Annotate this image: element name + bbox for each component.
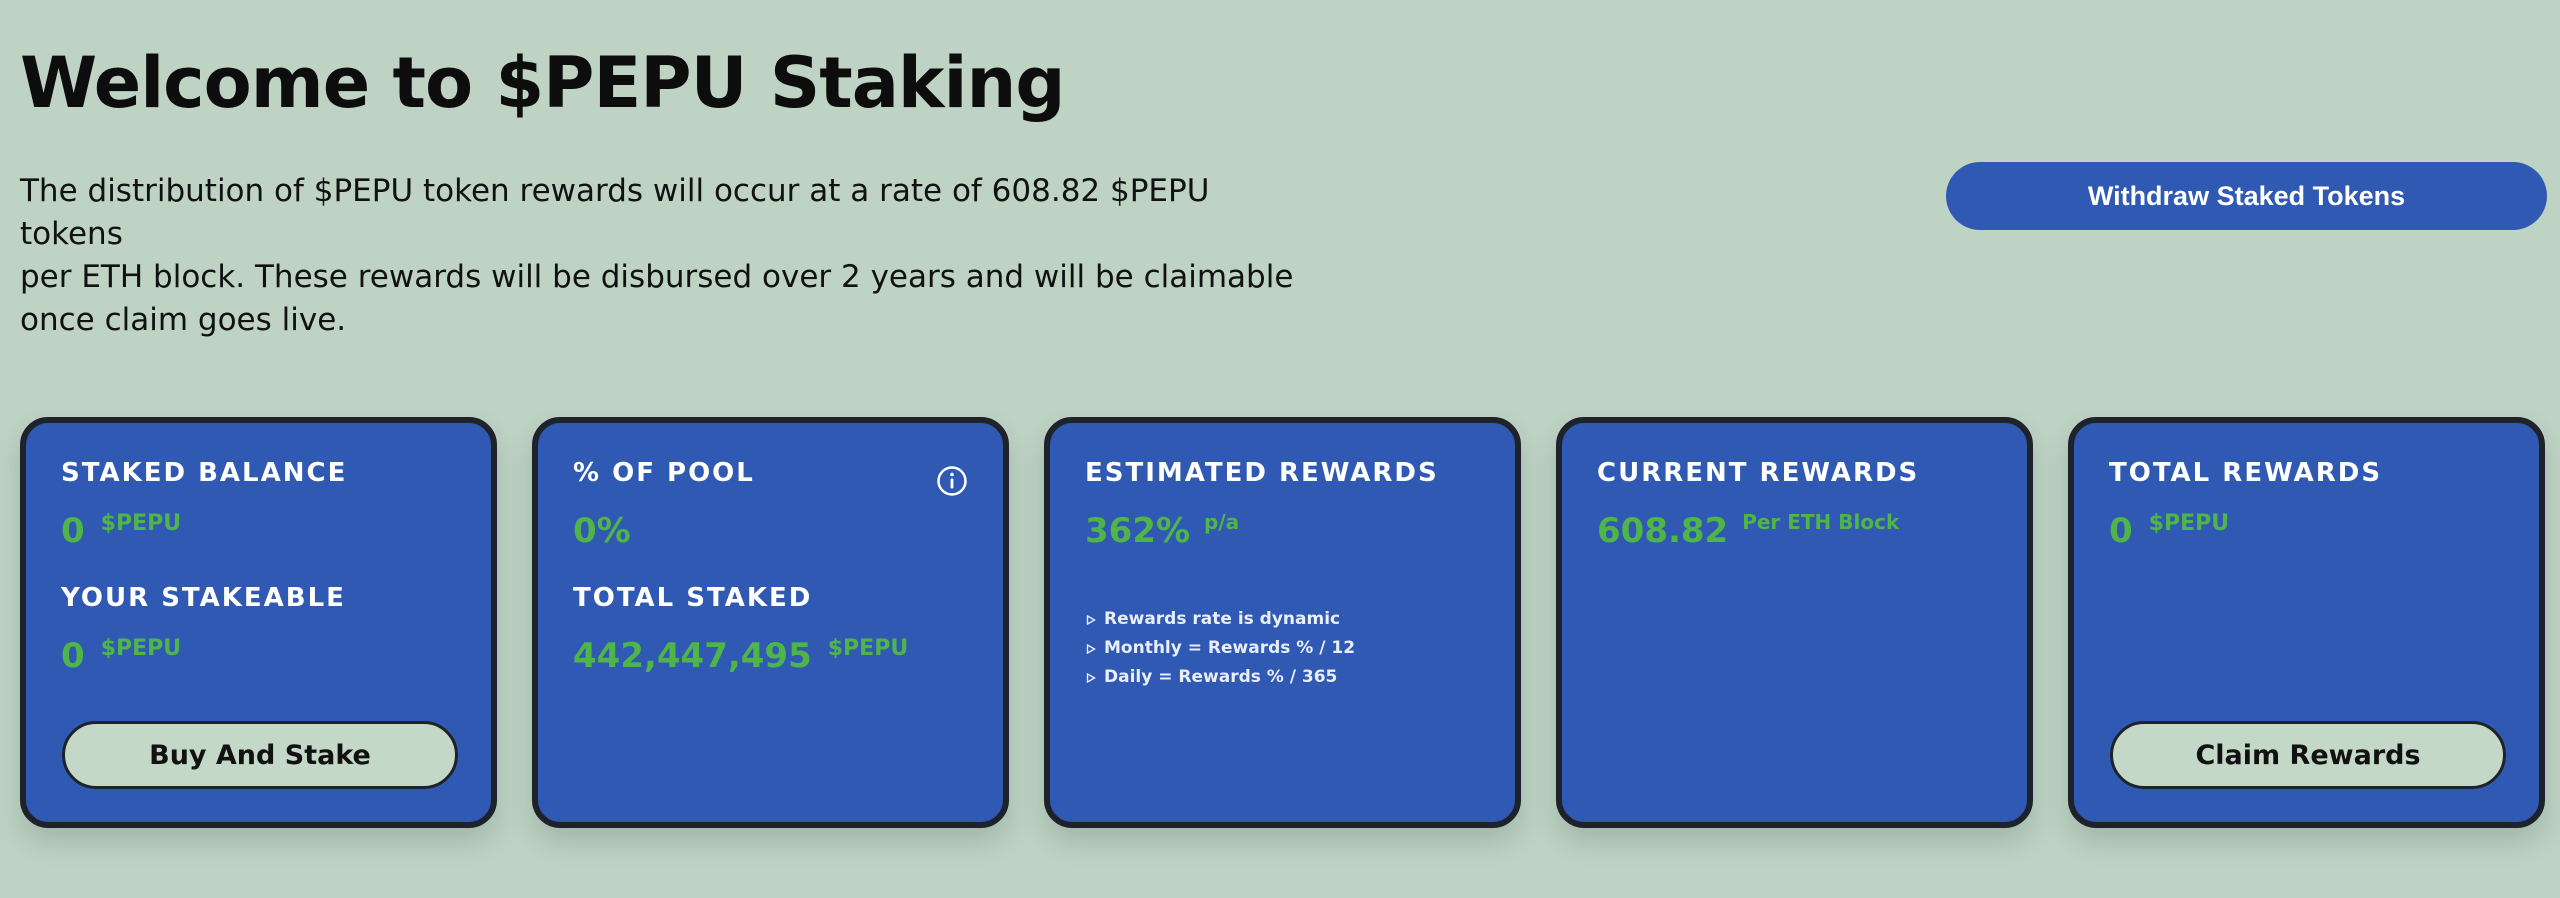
claim-rewards-button[interactable]: Claim Rewards — [2110, 721, 2506, 789]
staked-balance-value: 0 — [61, 511, 85, 551]
estimated-rewards-unit: p/a — [1204, 510, 1240, 534]
stakeable-value: 0 — [61, 636, 85, 676]
current-rewards-card: CURRENT REWARDS 608.82 Per ETH Block — [1556, 417, 2033, 828]
intro-line: The distribution of $PEPU token rewards … — [20, 173, 1210, 252]
triangle-bullet-icon — [1086, 614, 1096, 625]
buy-and-stake-button[interactable]: Buy And Stake — [62, 721, 458, 789]
rewards-notes: Rewards rate is dynamic Monthly = Reward… — [1086, 605, 1355, 692]
staked-balance-value-row: 0 $PEPU — [61, 511, 181, 551]
pool-share-value: 0% — [573, 511, 631, 551]
total-rewards-value-row: 0 $PEPU — [2109, 511, 2229, 551]
total-staked-value-row: 442,447,495 $PEPU — [573, 636, 908, 676]
note-text: Rewards rate is dynamic — [1104, 609, 1341, 629]
total-staked-label: TOTAL STAKED — [573, 583, 813, 613]
triangle-bullet-icon — [1086, 643, 1096, 654]
list-item: Rewards rate is dynamic — [1086, 605, 1355, 634]
note-text: Monthly = Rewards % / 12 — [1104, 638, 1356, 658]
list-item: Monthly = Rewards % / 12 — [1086, 634, 1355, 663]
estimated-rewards-value-row: 362% p/a — [1085, 511, 1239, 551]
estimated-rewards-label: ESTIMATED REWARDS — [1085, 458, 1439, 488]
list-item: Daily = Rewards % / 365 — [1086, 663, 1355, 692]
current-rewards-value-row: 608.82 Per ETH Block — [1597, 511, 1899, 551]
stakeable-value-row: 0 $PEPU — [61, 636, 181, 676]
stakeable-unit: $PEPU — [100, 636, 182, 661]
pool-share-value-row: 0% — [573, 511, 631, 551]
current-rewards-label: CURRENT REWARDS — [1597, 458, 1920, 488]
intro-line: per ETH block. These rewards will be dis… — [20, 259, 1294, 295]
estimated-rewards-value: 362% — [1085, 511, 1191, 551]
total-rewards-label: TOTAL REWARDS — [2109, 458, 2383, 488]
total-rewards-card: TOTAL REWARDS 0 $PEPU Claim Rewards — [2068, 417, 2545, 828]
intro-line: once claim goes live. — [20, 302, 347, 338]
staked-balance-unit: $PEPU — [100, 511, 182, 536]
staked-balance-label: STAKED BALANCE — [61, 458, 348, 488]
total-staked-unit: $PEPU — [827, 636, 909, 661]
triangle-bullet-icon — [1086, 672, 1096, 683]
pool-share-label: % OF POOL — [573, 458, 755, 488]
info-icon[interactable] — [936, 465, 968, 497]
stakeable-label: YOUR STAKEABLE — [61, 583, 346, 613]
total-rewards-value: 0 — [2109, 511, 2133, 551]
pool-share-card: % OF POOL 0% TOTAL STAKED 442,447,495 $P… — [532, 417, 1009, 828]
current-rewards-unit: Per ETH Block — [1742, 510, 1900, 534]
current-rewards-value: 608.82 — [1597, 511, 1729, 551]
estimated-rewards-card: ESTIMATED REWARDS 362% p/a Rewards rate … — [1044, 417, 1521, 828]
intro-text: The distribution of $PEPU token rewards … — [20, 170, 1320, 342]
page-title: Welcome to $PEPU Staking — [20, 42, 1065, 124]
withdraw-staked-tokens-button[interactable]: Withdraw Staked Tokens — [1946, 162, 2547, 230]
total-rewards-unit: $PEPU — [2148, 511, 2230, 536]
total-staked-value: 442,447,495 — [573, 636, 812, 676]
note-text: Daily = Rewards % / 365 — [1104, 667, 1338, 687]
staked-balance-card: STAKED BALANCE 0 $PEPU YOUR STAKEABLE 0 … — [20, 417, 497, 828]
